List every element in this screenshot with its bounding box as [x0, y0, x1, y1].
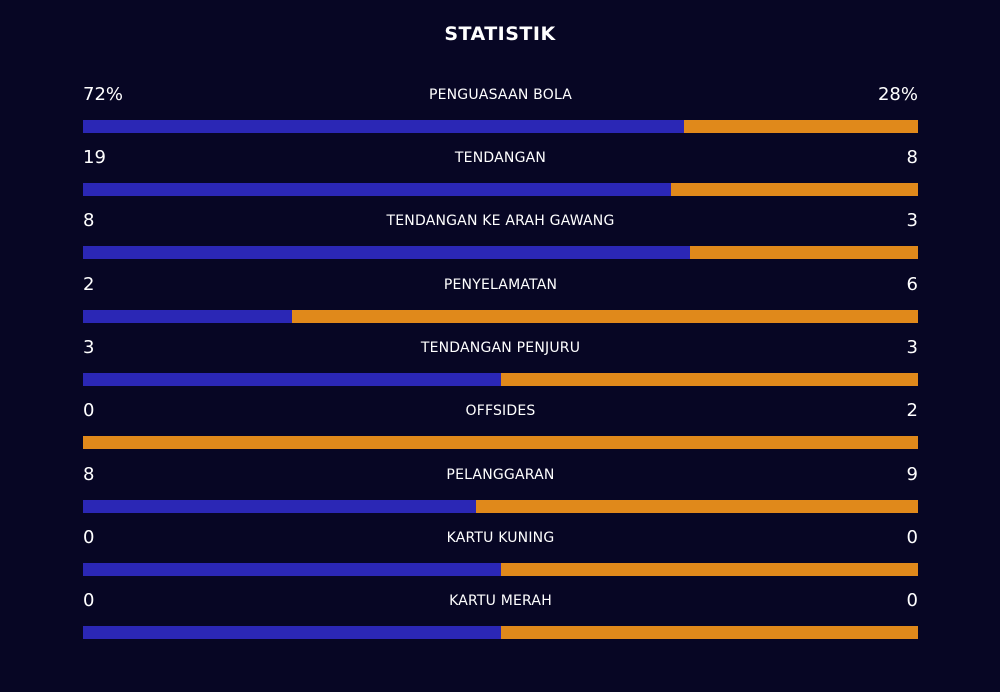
stat-row-saves: 2 PENYELAMATAN 6 — [83, 273, 918, 325]
away-value: 2 — [906, 400, 918, 421]
away-bar-segment — [690, 246, 918, 259]
stat-row-ball-possession: 72% PENGUASAAN BOLA 28% — [83, 83, 918, 135]
comparison-bar — [83, 436, 918, 449]
home-bar-segment — [83, 563, 501, 576]
stat-label: PENYELAMATAN — [443, 277, 558, 293]
away-value: 0 — [906, 590, 918, 611]
comparison-bar — [83, 183, 918, 196]
home-value: 2 — [83, 274, 95, 295]
stat-row-red-cards: 0 KARTU MERAH 0 — [83, 589, 918, 641]
stat-label: KARTU MERAH — [449, 593, 552, 609]
stat-label: PENGUASAAN BOLA — [428, 87, 573, 103]
comparison-bar — [83, 246, 918, 259]
panel-title: STATISTIK — [444, 23, 556, 45]
home-bar-segment — [83, 183, 671, 196]
comparison-bar — [83, 563, 918, 576]
away-bar-segment — [475, 500, 918, 513]
stat-row-yellow-cards: 0 KARTU KUNING 0 — [83, 526, 918, 578]
home-value: 8 — [83, 464, 95, 485]
home-bar-segment — [83, 120, 685, 133]
home-value: 0 — [83, 527, 95, 548]
away-bar-segment — [670, 183, 918, 196]
away-value: 0 — [906, 527, 918, 548]
comparison-bar — [83, 373, 918, 386]
away-bar-segment — [500, 626, 918, 639]
stat-label: OFFSIDES — [465, 403, 536, 419]
away-bar-segment — [83, 436, 918, 449]
away-value: 6 — [906, 274, 918, 295]
stat-row-shots: 19 TENDANGAN 8 — [83, 146, 918, 198]
stat-label: TENDANGAN — [454, 150, 547, 166]
home-bar-segment — [83, 626, 501, 639]
stat-row-offsides: 0 OFFSIDES 2 — [83, 399, 918, 451]
comparison-bar — [83, 500, 918, 513]
stat-label: TENDANGAN PENJURU — [420, 340, 581, 356]
away-value: 3 — [906, 337, 918, 358]
away-bar-segment — [500, 373, 918, 386]
home-bar-segment — [83, 310, 292, 323]
stat-row-fouls: 8 PELANGGARAN 9 — [83, 463, 918, 515]
home-value: 3 — [83, 337, 95, 358]
stat-row-corners: 3 TENDANGAN PENJURU 3 — [83, 336, 918, 388]
home-bar-segment — [83, 500, 476, 513]
stat-label: TENDANGAN KE ARAH GAWANG — [386, 213, 615, 229]
home-value: 0 — [83, 590, 95, 611]
comparison-bar — [83, 310, 918, 323]
stat-label: KARTU KUNING — [446, 530, 555, 546]
home-value: 8 — [83, 210, 95, 231]
home-value: 0 — [83, 400, 95, 421]
stat-label: PELANGGARAN — [446, 467, 555, 483]
home-value: 19 — [83, 147, 106, 168]
away-bar-segment — [291, 310, 918, 323]
away-bar-segment — [684, 120, 918, 133]
comparison-bar — [83, 120, 918, 133]
away-value: 3 — [906, 210, 918, 231]
home-bar-segment — [83, 373, 501, 386]
comparison-bar — [83, 626, 918, 639]
away-value: 28% — [877, 84, 918, 105]
home-value: 72% — [83, 84, 124, 105]
home-bar-segment — [83, 246, 691, 259]
away-bar-segment — [500, 563, 918, 576]
stat-row-shots-on-target: 8 TENDANGAN KE ARAH GAWANG 3 — [83, 209, 918, 261]
away-value: 8 — [906, 147, 918, 168]
away-value: 9 — [906, 464, 918, 485]
